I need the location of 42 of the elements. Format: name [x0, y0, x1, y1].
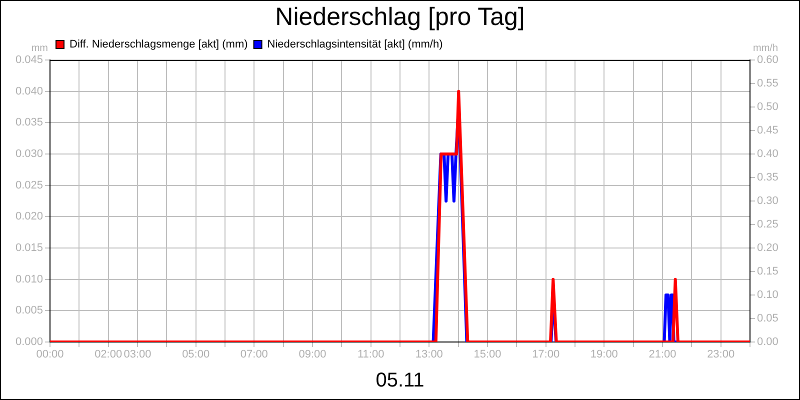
y2-tick-label: 0.55 [757, 78, 778, 90]
y-tick-label: 0.025 [15, 179, 43, 192]
y-tick-label: 0.030 [15, 148, 43, 160]
x-tick-label: 23:00 [707, 348, 735, 361]
y-tick-label: 0.020 [15, 210, 43, 223]
y2-tick-label: 0.00 [757, 336, 778, 348]
y-tick-label: 0.000 [15, 336, 43, 348]
y-tick-label: 0.035 [15, 116, 43, 129]
y2-tick-label: 0.10 [757, 289, 778, 302]
x-tick-label: 15:00 [474, 348, 502, 361]
y2-tick-label: 0.15 [757, 266, 778, 278]
x-tick-label: 05:00 [182, 348, 210, 361]
y2-tick-label: 0.50 [757, 101, 778, 114]
y2-tick-label: 0.45 [757, 124, 778, 137]
x-tick-label: 21:00 [648, 348, 676, 361]
y-tick-label: 0.040 [15, 85, 43, 98]
x-tick-label: 11:00 [357, 348, 384, 361]
y-tick-label: 0.015 [15, 242, 43, 254]
chart-title: Niederschlag [pro Tag] [275, 2, 525, 31]
y2-tick-label: 0.20 [757, 242, 778, 254]
y2-tick-label: 0.35 [757, 172, 778, 184]
x-tick-label: 17:00 [532, 348, 560, 361]
y2-tick-label: 0.60 [757, 54, 778, 66]
y2-tick-label: 0.25 [757, 218, 778, 231]
y2-tick-label: 0.40 [757, 148, 778, 160]
y2-tick-label: 0.30 [757, 195, 778, 208]
legend-label: Diff. Niederschlagsmenge [akt] (mm) [70, 38, 248, 51]
x-tick-label: 13:00 [415, 348, 443, 361]
x-tick-label: 00:00 [36, 348, 64, 361]
x-tick-label: 09:00 [298, 348, 326, 361]
x-axis-title: 05.11 [376, 370, 424, 392]
legend-label: Niederschlagsintensität [akt] (mm/h) [267, 38, 443, 51]
x-tick-label: 03:00 [124, 348, 152, 361]
y-tick-label: 0.005 [15, 304, 43, 317]
y2-tick-label: 0.05 [757, 312, 778, 325]
y-axis-title: mm [31, 42, 48, 54]
x-tick-label: 02:00 [94, 348, 122, 361]
x-tick-label: 07:00 [240, 348, 268, 361]
x-tick-label: 19:00 [590, 348, 618, 361]
y2-axis-title: mm/h [753, 42, 778, 54]
y-tick-label: 0.010 [15, 273, 43, 286]
y-tick-label: 0.045 [15, 54, 43, 66]
